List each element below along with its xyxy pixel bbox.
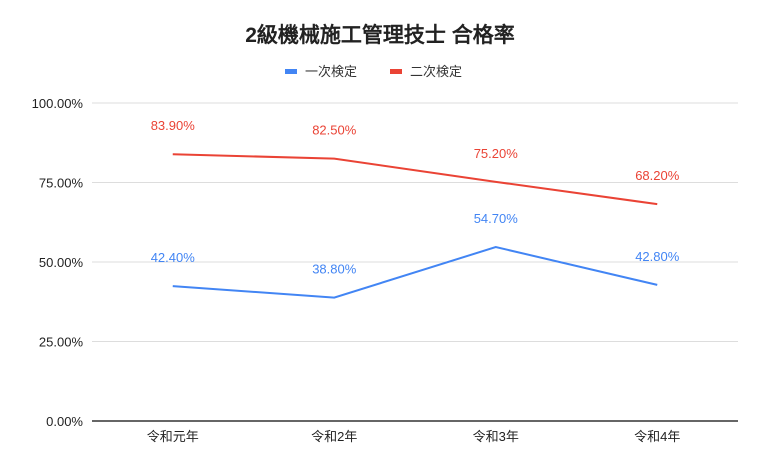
data-label: 83.90% (151, 118, 196, 133)
y-tick-label: 50.00% (39, 255, 84, 270)
y-tick-label: 25.00% (39, 335, 84, 350)
legend-label: 二次検定 (410, 64, 462, 79)
data-label: 54.70% (474, 211, 519, 226)
x-tick-label: 令和3年 (473, 429, 519, 444)
x-tick-label: 令和元年 (147, 429, 199, 444)
data-label: 82.50% (312, 123, 357, 138)
data-label: 42.40% (151, 250, 196, 265)
data-label: 38.80% (312, 262, 357, 277)
y-tick-label: 0.00% (46, 414, 83, 429)
legend-swatch (390, 69, 402, 74)
x-tick-label: 令和2年 (311, 429, 357, 444)
data-label: 68.20% (635, 168, 680, 183)
chart-title: 2級機械施工管理技士 合格率 (245, 23, 515, 47)
legend: 一次検定 二次検定 (285, 64, 462, 79)
legend-label: 一次検定 (305, 64, 357, 79)
y-tick-label: 75.00% (39, 176, 84, 191)
series-line (172, 246, 658, 299)
series-lines (172, 153, 658, 299)
x-axis: 令和元年 令和2年 令和3年 令和4年 (147, 429, 681, 444)
data-label: 75.20% (474, 146, 519, 161)
series-line (172, 153, 658, 206)
y-tick-label: 100.00% (32, 96, 84, 111)
gridlines (92, 102, 738, 422)
data-labels: 42.40% 38.80% 54.70% 42.80% 83.90% 82.50% 75.2… (151, 118, 680, 276)
y-axis: 0.00% 25.00% 50.00% 75.00% 100.00% (32, 96, 84, 429)
data-label: 42.80% (635, 249, 680, 264)
legend-swatch (285, 69, 297, 74)
x-tick-label: 令和4年 (634, 429, 680, 444)
